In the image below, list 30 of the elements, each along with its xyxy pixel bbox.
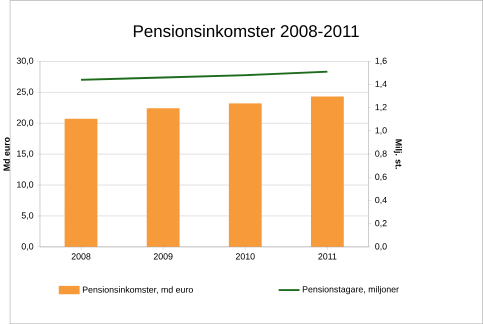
y2-tick-label: 1,6	[376, 58, 387, 65]
chart-title: Pensionsinkomster 2008-2011	[134, 24, 359, 38]
bar	[228, 103, 262, 247]
y-tick-label: 15,0	[17, 150, 34, 158]
line-series	[80, 70, 328, 81]
y2-axis-title: Milj. st.	[394, 139, 402, 169]
x-tick-label: 2009	[154, 253, 173, 260]
legend-label: Pensionstagare, miljoner	[302, 286, 399, 294]
y-tick-label: 30,0	[16, 58, 34, 65]
x-tick-label: 2008	[72, 253, 90, 260]
y-tick-label: 0,0	[22, 243, 34, 251]
y-tick-label: 25,0	[16, 88, 34, 96]
x-tick-label: 2010	[236, 253, 255, 260]
bar	[310, 96, 344, 247]
y-tick-label: 20,0	[16, 119, 34, 127]
y2-tick-label: 1,4	[376, 80, 387, 88]
y-tick-label: 10,0	[17, 181, 34, 189]
bar	[64, 118, 98, 247]
y2-tick-label: 0,2	[375, 220, 387, 228]
bar	[146, 108, 180, 247]
y2-tick-label: 1,2	[376, 104, 387, 112]
y2-tick-label: 0,0	[375, 243, 387, 251]
y2-tick-label: 0,4	[375, 196, 387, 204]
y2-tick-label: 0,8	[375, 150, 387, 158]
y-tick-label: 5,0	[22, 212, 34, 220]
y2-tick-label: 0,6	[375, 174, 387, 181]
y2-tick-label: 1,0	[376, 127, 387, 134]
y-axis-title: Md euro	[3, 137, 10, 171]
x-tick-label: 2011	[318, 253, 336, 260]
legend-label: Pensionsinkomster, md euro	[82, 286, 193, 294]
